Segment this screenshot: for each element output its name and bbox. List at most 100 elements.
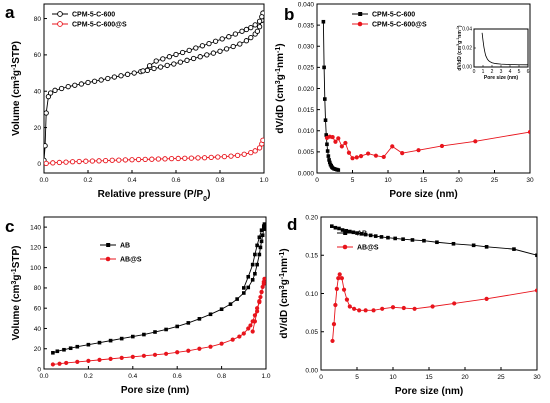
- data-point-a-1: [96, 158, 102, 164]
- data-point-d-0: [451, 241, 456, 246]
- data-point-b-0: [326, 154, 331, 158]
- plot-area-a: [44, 10, 264, 167]
- data-point-a-0: [91, 78, 98, 84]
- data-point-c-1: [152, 352, 158, 357]
- y-tick-label-c: 120: [30, 245, 41, 252]
- data-point-d-1: [341, 287, 347, 292]
- data-point-a-0: [232, 31, 239, 37]
- legend-marker: [343, 231, 348, 235]
- legend-label: AB: [120, 243, 130, 250]
- data-point-a-1: [129, 157, 135, 163]
- data-point-b-1: [358, 154, 364, 159]
- panel-a: a 0.0 0.2 0.4 0.6 0.8 1.0 0 20 40 60 80 Relative pre…: [5, 3, 269, 203]
- x-tick-label-b: 0: [315, 177, 319, 184]
- data-point-c-0: [142, 332, 146, 337]
- data-point-b-1: [366, 151, 371, 156]
- plot-frame-c: [43, 216, 267, 370]
- data-point-a-0: [226, 34, 232, 40]
- inset-x-tick-label: 6: [527, 69, 530, 75]
- legend-marker: [342, 244, 348, 250]
- data-point-d-1: [330, 338, 335, 344]
- legend-marker: [57, 21, 63, 27]
- data-point-b-1: [400, 151, 405, 156]
- data-point-c-1: [175, 350, 180, 355]
- data-point-d-1: [331, 322, 337, 327]
- data-point-c-0: [246, 274, 251, 279]
- data-point-c-0: [197, 317, 202, 321]
- data-point-a-1: [155, 156, 162, 162]
- data-point-c-0: [55, 349, 60, 354]
- x-tick-label-b: 5: [351, 177, 355, 184]
- data-point-c-1: [237, 334, 242, 339]
- x-tick-label-b: 30: [526, 177, 534, 184]
- data-point-a-1: [162, 156, 168, 162]
- data-point-a-1: [69, 159, 76, 165]
- data-point-b-1: [390, 144, 395, 149]
- inset-x-tick-label: 5: [518, 69, 521, 75]
- data-point-a-0: [131, 70, 137, 76]
- x-tick-label-a: 0.6: [171, 177, 180, 184]
- data-point-d-1: [390, 305, 396, 310]
- data-point-a-0: [256, 24, 263, 30]
- y-tick-label-b: 0.000: [298, 170, 315, 177]
- data-point-d-0: [373, 234, 378, 238]
- data-point-c-0: [235, 297, 239, 301]
- data-point-c-0: [51, 350, 55, 355]
- data-point-a-1: [50, 160, 56, 166]
- data-point-c-1: [141, 353, 146, 358]
- data-point-c-1: [197, 346, 202, 351]
- data-point-a-0: [243, 26, 250, 33]
- data-point-a-1: [44, 160, 49, 167]
- inset-x-tick-label: 3: [500, 69, 503, 75]
- data-point-c-1: [255, 309, 260, 314]
- data-point-d-0: [410, 238, 415, 242]
- data-point-b-1: [343, 140, 348, 146]
- series-line-c-0: [52, 223, 265, 354]
- data-point-c-1: [258, 294, 263, 300]
- data-point-b-0: [327, 158, 331, 162]
- data-point-d-0: [401, 237, 405, 241]
- data-point-c-1: [252, 313, 257, 318]
- data-point-c-1: [219, 341, 224, 346]
- data-point-a-0: [72, 82, 78, 88]
- data-point-a-0: [248, 34, 254, 41]
- y-tick-label-a: 20: [34, 125, 42, 132]
- data-point-a-1: [215, 154, 221, 160]
- data-point-a-0: [144, 67, 151, 73]
- x-tick-label-a: 1.0: [259, 177, 268, 184]
- data-point-a-0: [140, 68, 146, 74]
- x-tick-label-b: 15: [420, 177, 428, 184]
- y-tick-label-c: 40: [34, 326, 42, 333]
- data-point-a-0: [171, 61, 177, 67]
- data-point-d-0: [344, 228, 348, 233]
- data-point-c-1: [186, 348, 191, 353]
- data-point-b-0: [322, 65, 326, 70]
- series-line-b-0: [322, 21, 339, 171]
- data-point-a-1: [63, 159, 69, 165]
- data-point-d-0: [330, 224, 334, 228]
- data-point-a-0: [248, 24, 254, 31]
- data-point-c-0: [108, 338, 113, 343]
- data-point-b-0: [325, 142, 329, 147]
- data-point-d-1: [357, 308, 362, 313]
- data-point-c-0: [255, 243, 259, 248]
- plot-area-d: [330, 224, 537, 344]
- data-point-d-0: [535, 253, 537, 258]
- data-point-c-1: [208, 344, 213, 349]
- data-point-a-1: [252, 148, 258, 154]
- data-point-a-0: [157, 64, 164, 70]
- data-point-a-0: [65, 84, 71, 90]
- data-point-d-0: [512, 247, 516, 251]
- inset-y-tick-label: 0.02: [462, 46, 472, 52]
- data-point-d-1: [452, 301, 457, 306]
- data-point-b-1: [373, 153, 379, 158]
- data-point-c-0: [228, 302, 233, 306]
- legend-entry-c-1: AB@S: [100, 257, 142, 264]
- data-point-b-1: [527, 129, 530, 135]
- panel-c: c 0.0 0.2 0.4 0.6 0.8 1.0 0 20 40 60 80 100 120 140 Por…: [5, 216, 271, 396]
- y-tick-label-c: 140: [30, 224, 41, 231]
- data-point-a-1: [76, 158, 82, 165]
- y-tick-label-b: 0.015: [298, 107, 315, 114]
- data-point-a-1: [234, 152, 241, 159]
- data-point-a-0: [151, 65, 157, 72]
